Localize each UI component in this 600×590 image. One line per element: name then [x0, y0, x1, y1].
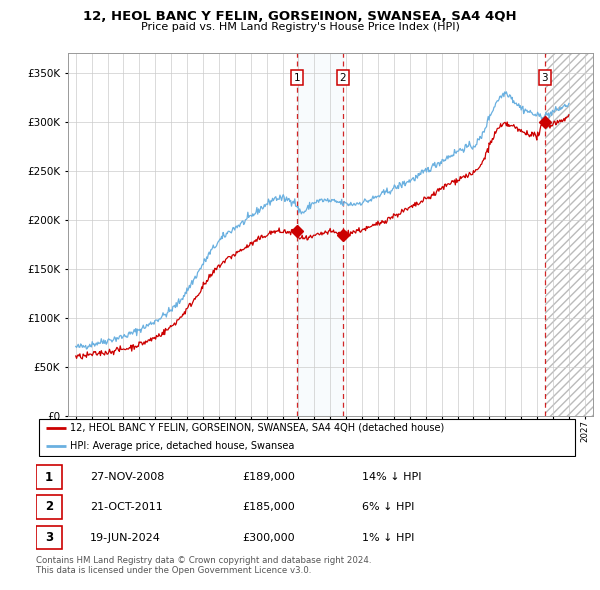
Polygon shape [545, 53, 593, 416]
FancyBboxPatch shape [36, 495, 62, 519]
Text: 12, HEOL BANC Y FELIN, GORSEINON, SWANSEA, SA4 4QH (detached house): 12, HEOL BANC Y FELIN, GORSEINON, SWANSE… [70, 423, 444, 433]
Text: £185,000: £185,000 [242, 502, 295, 512]
Bar [297, 53, 343, 416]
FancyBboxPatch shape [36, 526, 62, 549]
Text: 2: 2 [340, 73, 346, 83]
Text: 3: 3 [541, 73, 548, 83]
Text: 21-OCT-2011: 21-OCT-2011 [91, 502, 163, 512]
FancyBboxPatch shape [39, 419, 575, 455]
Text: 19-JUN-2024: 19-JUN-2024 [91, 533, 161, 543]
Text: 1: 1 [45, 471, 53, 484]
Text: 27-NOV-2008: 27-NOV-2008 [91, 472, 164, 482]
Text: 3: 3 [45, 531, 53, 544]
Text: £300,000: £300,000 [242, 533, 295, 543]
Text: 6% ↓ HPI: 6% ↓ HPI [362, 502, 414, 512]
Text: 1% ↓ HPI: 1% ↓ HPI [362, 533, 414, 543]
Text: 12, HEOL BANC Y FELIN, GORSEINON, SWANSEA, SA4 4QH: 12, HEOL BANC Y FELIN, GORSEINON, SWANSE… [83, 10, 517, 23]
Text: Contains HM Land Registry data © Crown copyright and database right 2024.: Contains HM Land Registry data © Crown c… [36, 556, 371, 565]
Text: £189,000: £189,000 [242, 472, 295, 482]
Text: 14% ↓ HPI: 14% ↓ HPI [362, 472, 421, 482]
Text: 2: 2 [45, 500, 53, 513]
Text: 1: 1 [294, 73, 301, 83]
Text: Price paid vs. HM Land Registry's House Price Index (HPI): Price paid vs. HM Land Registry's House … [140, 22, 460, 32]
Text: This data is licensed under the Open Government Licence v3.0.: This data is licensed under the Open Gov… [36, 566, 311, 575]
FancyBboxPatch shape [36, 466, 62, 489]
Text: HPI: Average price, detached house, Swansea: HPI: Average price, detached house, Swan… [70, 441, 294, 451]
